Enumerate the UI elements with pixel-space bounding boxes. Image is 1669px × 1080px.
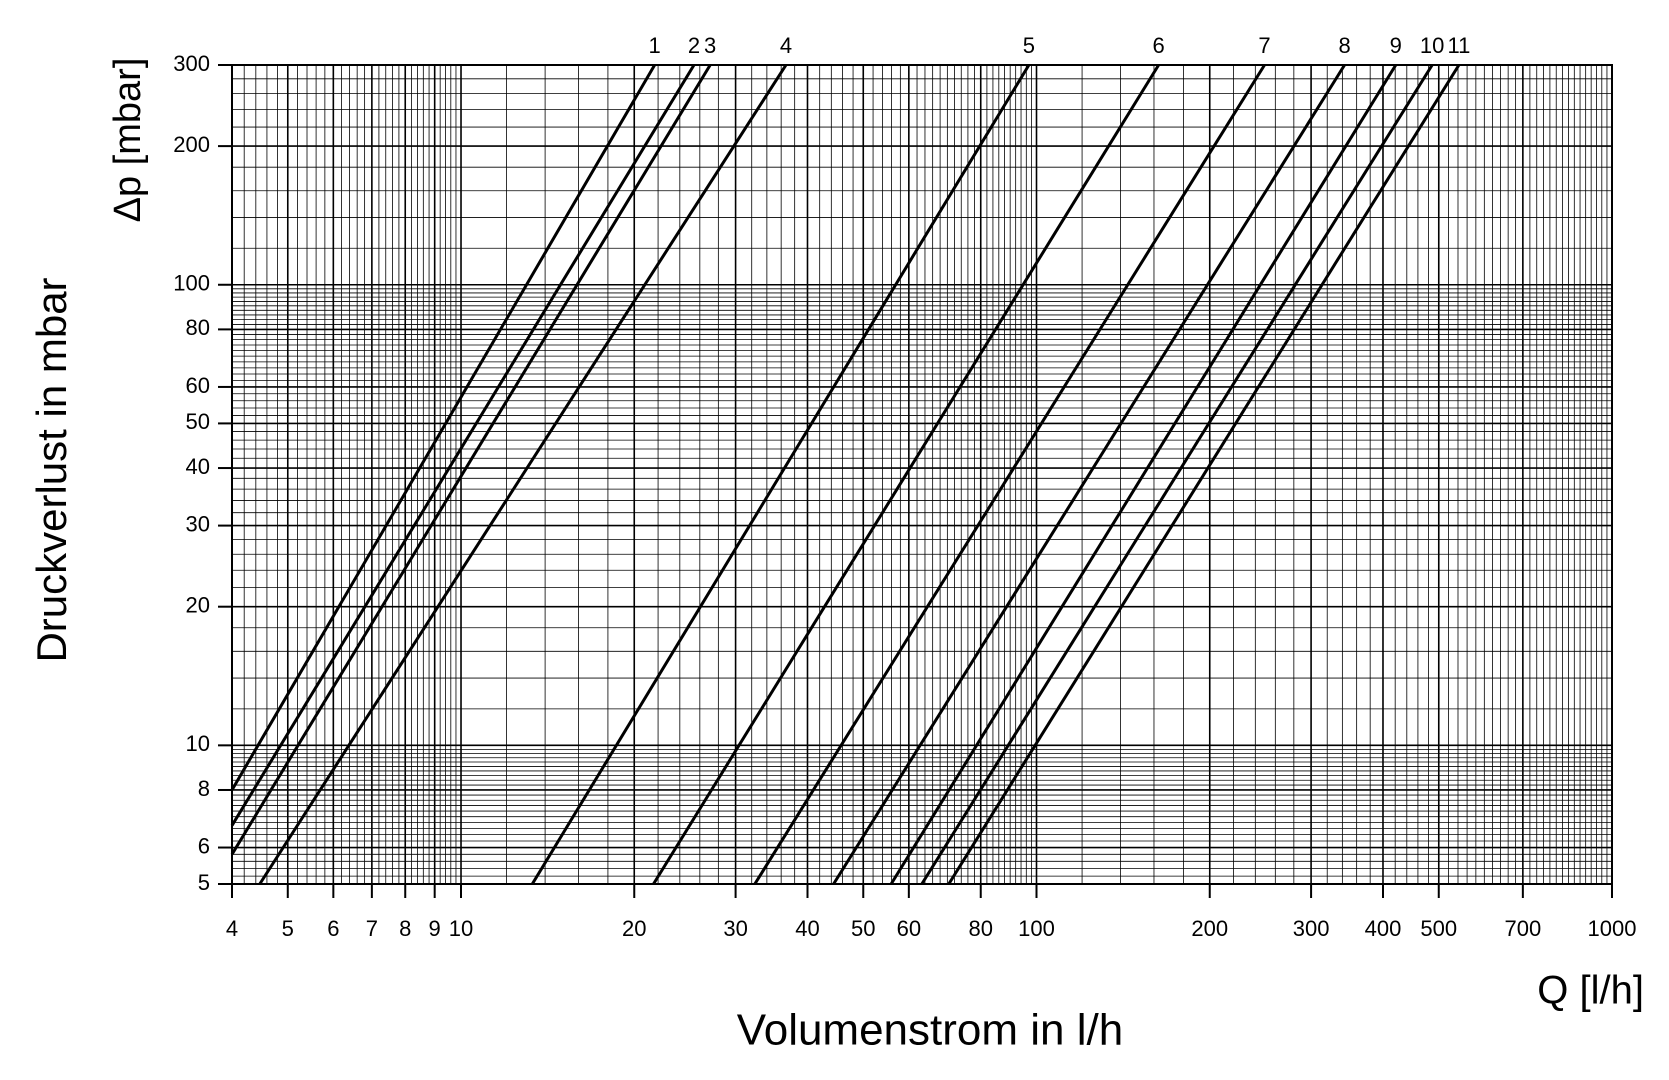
x-tick-label: 400 — [1365, 916, 1402, 941]
y-axis-title: Δp [mbar] — [107, 58, 149, 223]
x-tick-label: 5 — [282, 916, 294, 941]
series-line — [230, 64, 656, 791]
series-line — [258, 64, 788, 885]
x-axis-label: Volumenstrom in l/h — [737, 1006, 1123, 1055]
series-label: 4 — [780, 33, 792, 58]
series-line — [531, 64, 1031, 885]
series-line — [753, 64, 1266, 885]
series-line — [832, 64, 1346, 885]
series-line — [889, 64, 1398, 885]
x-tick-label: 60 — [897, 916, 921, 941]
y-tick-label: 100 — [173, 271, 210, 296]
y-tick-label: 50 — [186, 409, 210, 434]
x-tick-label: 700 — [1504, 916, 1541, 941]
x-tick-label: 500 — [1420, 916, 1457, 941]
x-tick-label: 9 — [429, 916, 441, 941]
series-line — [920, 64, 1434, 885]
x-axis-title: Q [l/h] — [1537, 969, 1644, 1013]
series-line — [947, 64, 1461, 885]
series-label: 5 — [1023, 33, 1035, 58]
x-tick-label: 6 — [327, 916, 339, 941]
series-label: 9 — [1390, 33, 1402, 58]
y-tick-label: 80 — [186, 315, 210, 340]
x-tick-label: 100 — [1018, 916, 1055, 941]
x-tick-label: 50 — [851, 916, 875, 941]
x-tick-label: 1000 — [1588, 916, 1637, 941]
series-label: 8 — [1338, 33, 1350, 58]
y-tick-label: 10 — [186, 731, 210, 756]
y-tick-label: 300 — [173, 51, 210, 76]
y-tick-label: 8 — [198, 776, 210, 801]
series-label: 6 — [1152, 33, 1164, 58]
x-tick-label: 80 — [968, 916, 992, 941]
y-tick-label: 30 — [186, 511, 210, 536]
x-tick-label: 20 — [622, 916, 646, 941]
series-line — [652, 64, 1160, 885]
y-tick-label: 5 — [198, 870, 210, 895]
x-tick-label: 8 — [399, 916, 411, 941]
series-line — [230, 64, 712, 856]
x-tick-label: 30 — [723, 916, 747, 941]
y-tick-label: 20 — [186, 593, 210, 618]
x-tick-label: 4 — [226, 916, 238, 941]
series-label: 3 — [704, 33, 716, 58]
x-tick-label: 300 — [1293, 916, 1330, 941]
y-tick-label: 40 — [186, 454, 210, 479]
x-tick-label: 7 — [366, 916, 378, 941]
x-tick-label: 40 — [795, 916, 819, 941]
series-line — [230, 64, 696, 827]
y-tick-label: 6 — [198, 833, 210, 858]
y-axis-label: Druckverlust in mbar — [28, 277, 75, 662]
y-tick-label: 200 — [173, 132, 210, 157]
series-label: 11 — [1447, 33, 1470, 58]
series-label: 2 — [688, 33, 700, 58]
x-tick-label: 10 — [449, 916, 473, 941]
y-tick-label: 60 — [186, 373, 210, 398]
x-tick-label: 200 — [1191, 916, 1228, 941]
series-label: 7 — [1258, 33, 1270, 58]
series-label: 10 — [1420, 33, 1444, 58]
series-label: 1 — [649, 33, 661, 58]
plot-frame — [231, 64, 1613, 885]
